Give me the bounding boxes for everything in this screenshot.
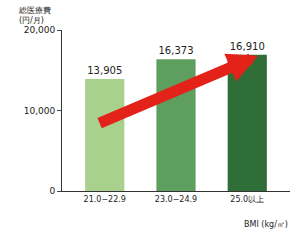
svg-text:0: 0 [49,186,55,196]
svg-text:10,000: 10,000 [24,106,56,116]
svg-text:16,373: 16,373 [159,45,194,56]
svg-text:25.0以上: 25.0以上 [230,195,264,204]
svg-text:13,905: 13,905 [87,65,122,76]
svg-text:総医療費(円/月): 総医療費(円/月) [18,6,51,25]
svg-text:23.0−24.9: 23.0−24.9 [155,195,197,204]
svg-text:21.0−22.9: 21.0−22.9 [84,195,126,204]
svg-text:BMI (kg/㎡): BMI (kg/㎡) [244,220,288,229]
svg-text:20,000: 20,000 [24,25,56,35]
svg-text:16,910: 16,910 [230,41,265,52]
